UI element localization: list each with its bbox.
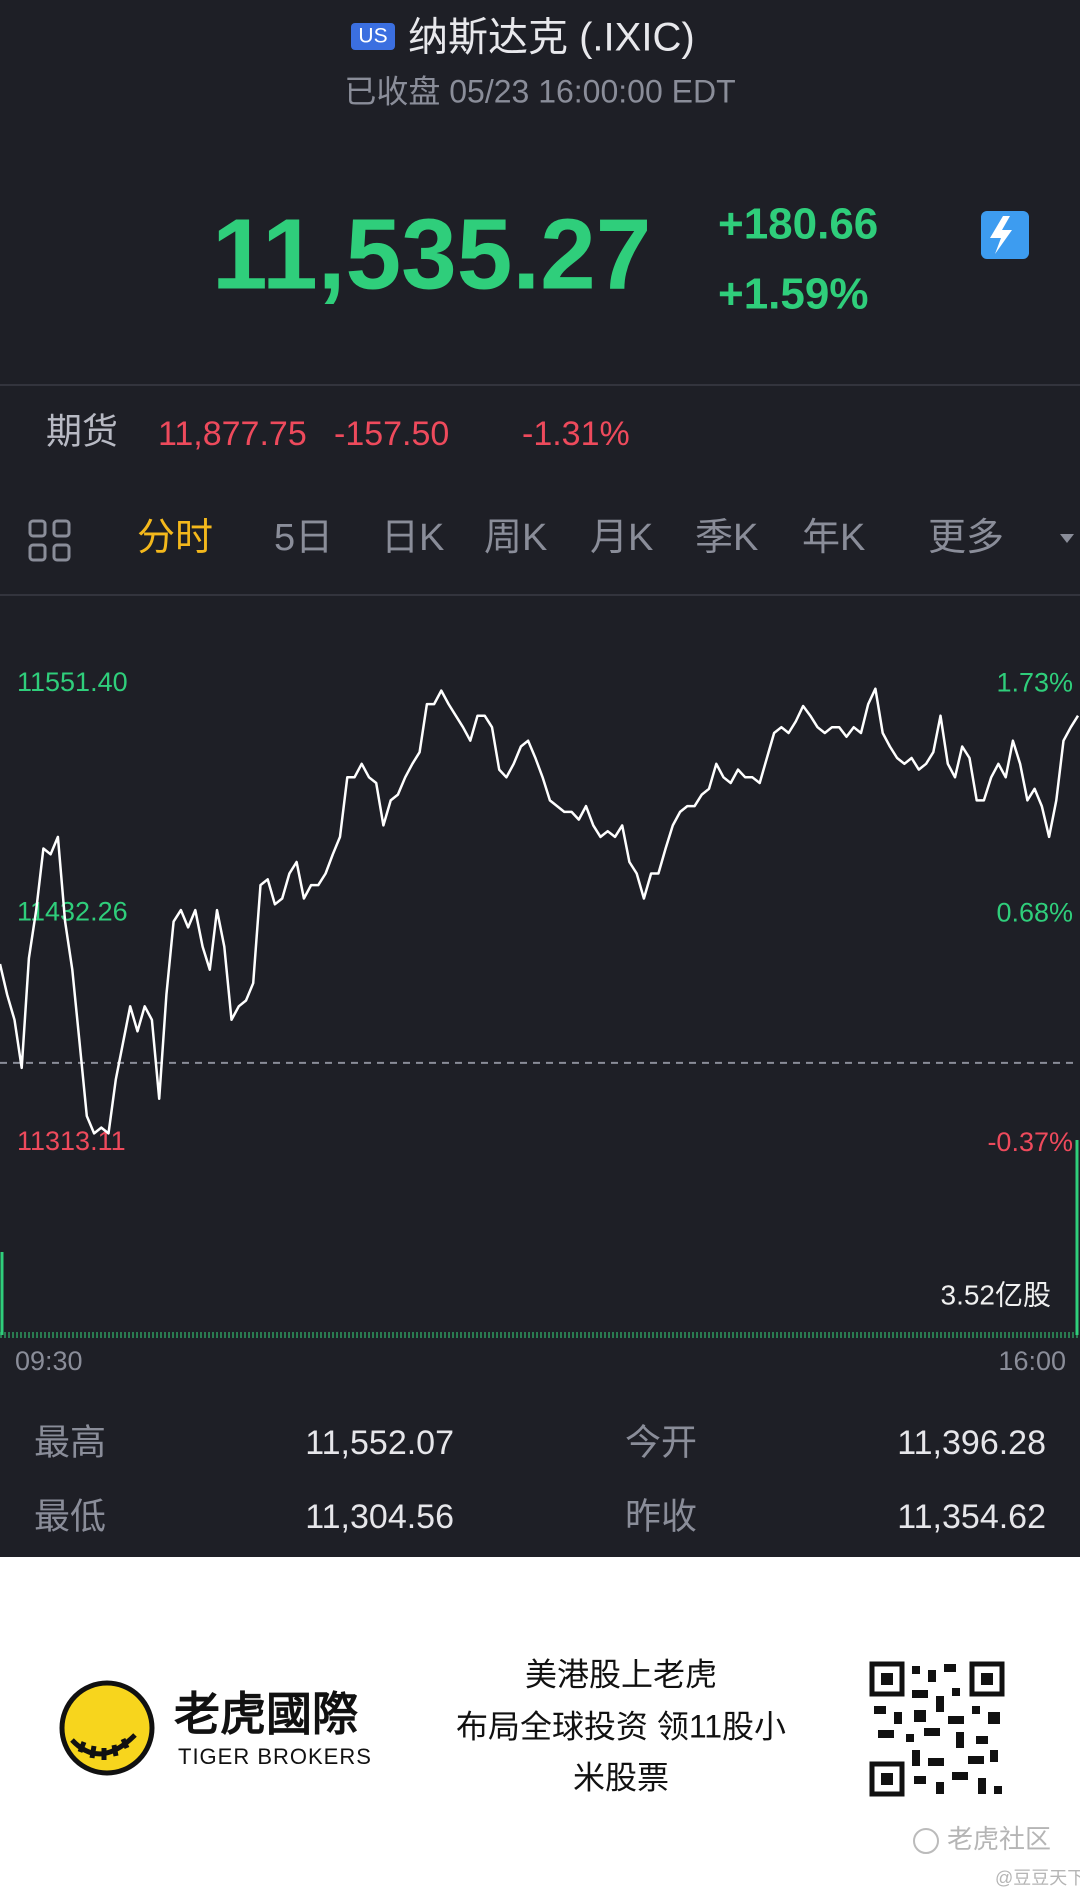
watermark: 老虎社区 xyxy=(947,1824,1051,1854)
y2-tick-label: -0.37% xyxy=(987,1127,1073,1157)
futures-change-pct: -1.31% xyxy=(522,415,630,453)
stat-value: 11,396.28 xyxy=(897,1424,1046,1462)
y-tick-label: 11551.40 xyxy=(17,667,128,697)
watermark-icon xyxy=(913,1828,939,1854)
change: +180.66 xyxy=(718,200,878,249)
stat-label: 昨收 xyxy=(625,1496,697,1537)
author: @豆豆天下 xyxy=(995,1868,1080,1888)
futures-label: 期货 xyxy=(46,411,118,452)
slogan: 布局全球投资 领11股小 xyxy=(456,1708,786,1744)
price-line xyxy=(0,687,1080,1135)
stat-value: 11,552.07 xyxy=(305,1424,454,1462)
tab[interactable]: 季K xyxy=(695,517,758,559)
tab[interactable]: 周K xyxy=(484,517,547,559)
dark-background xyxy=(0,0,1080,1557)
logo-stripes xyxy=(70,1733,137,1760)
slogan: 米股票 xyxy=(573,1759,669,1795)
tab[interactable]: 分时 xyxy=(137,517,213,559)
x-label: 09:30 xyxy=(15,1346,83,1376)
title: 纳斯达克 (.IXIC) xyxy=(408,16,695,60)
volume-label: 3.52亿股 xyxy=(941,1279,1052,1310)
stat-label: 最低 xyxy=(34,1496,106,1537)
brand-en: TIGER BROKERS xyxy=(178,1744,372,1769)
tab[interactable]: 年K xyxy=(802,517,865,559)
slogan: 美港股上老虎 xyxy=(525,1656,717,1692)
tab[interactable]: 更多 xyxy=(928,517,1004,559)
logo xyxy=(59,1680,155,1776)
brand: 老虎國際 xyxy=(174,1688,358,1740)
x-label: 16:00 xyxy=(998,1346,1066,1376)
qr-code xyxy=(869,1661,1005,1797)
y-tick-label: 11313.11 xyxy=(17,1126,126,1156)
dropdown-arrow[interactable] xyxy=(1060,534,1074,543)
lightning xyxy=(990,216,1012,254)
tab[interactable]: 月K xyxy=(590,517,653,559)
y2-tick-label: 0.68% xyxy=(996,897,1073,927)
tab[interactable]: 日K xyxy=(381,517,444,559)
layout-icon[interactable] xyxy=(28,519,71,562)
market-badge-bg xyxy=(351,23,395,50)
stat-value: 11,354.62 xyxy=(897,1498,1046,1536)
futures-price: 11,877.75 xyxy=(158,415,307,453)
price: 11,535.27 xyxy=(212,198,651,310)
stat-value: 11,304.56 xyxy=(305,1498,454,1536)
futures-change: -157.50 xyxy=(334,415,449,453)
stat-label: 最高 xyxy=(34,1422,106,1463)
status: 已收盘 05/23 16:00:00 EDT xyxy=(344,73,735,109)
change-pct: +1.59% xyxy=(718,270,868,319)
y2-tick-label: 1.73% xyxy=(996,668,1073,698)
tab[interactable]: 5日 xyxy=(274,517,333,559)
market-badge: US xyxy=(358,25,387,48)
stat-label: 今开 xyxy=(625,1422,697,1463)
